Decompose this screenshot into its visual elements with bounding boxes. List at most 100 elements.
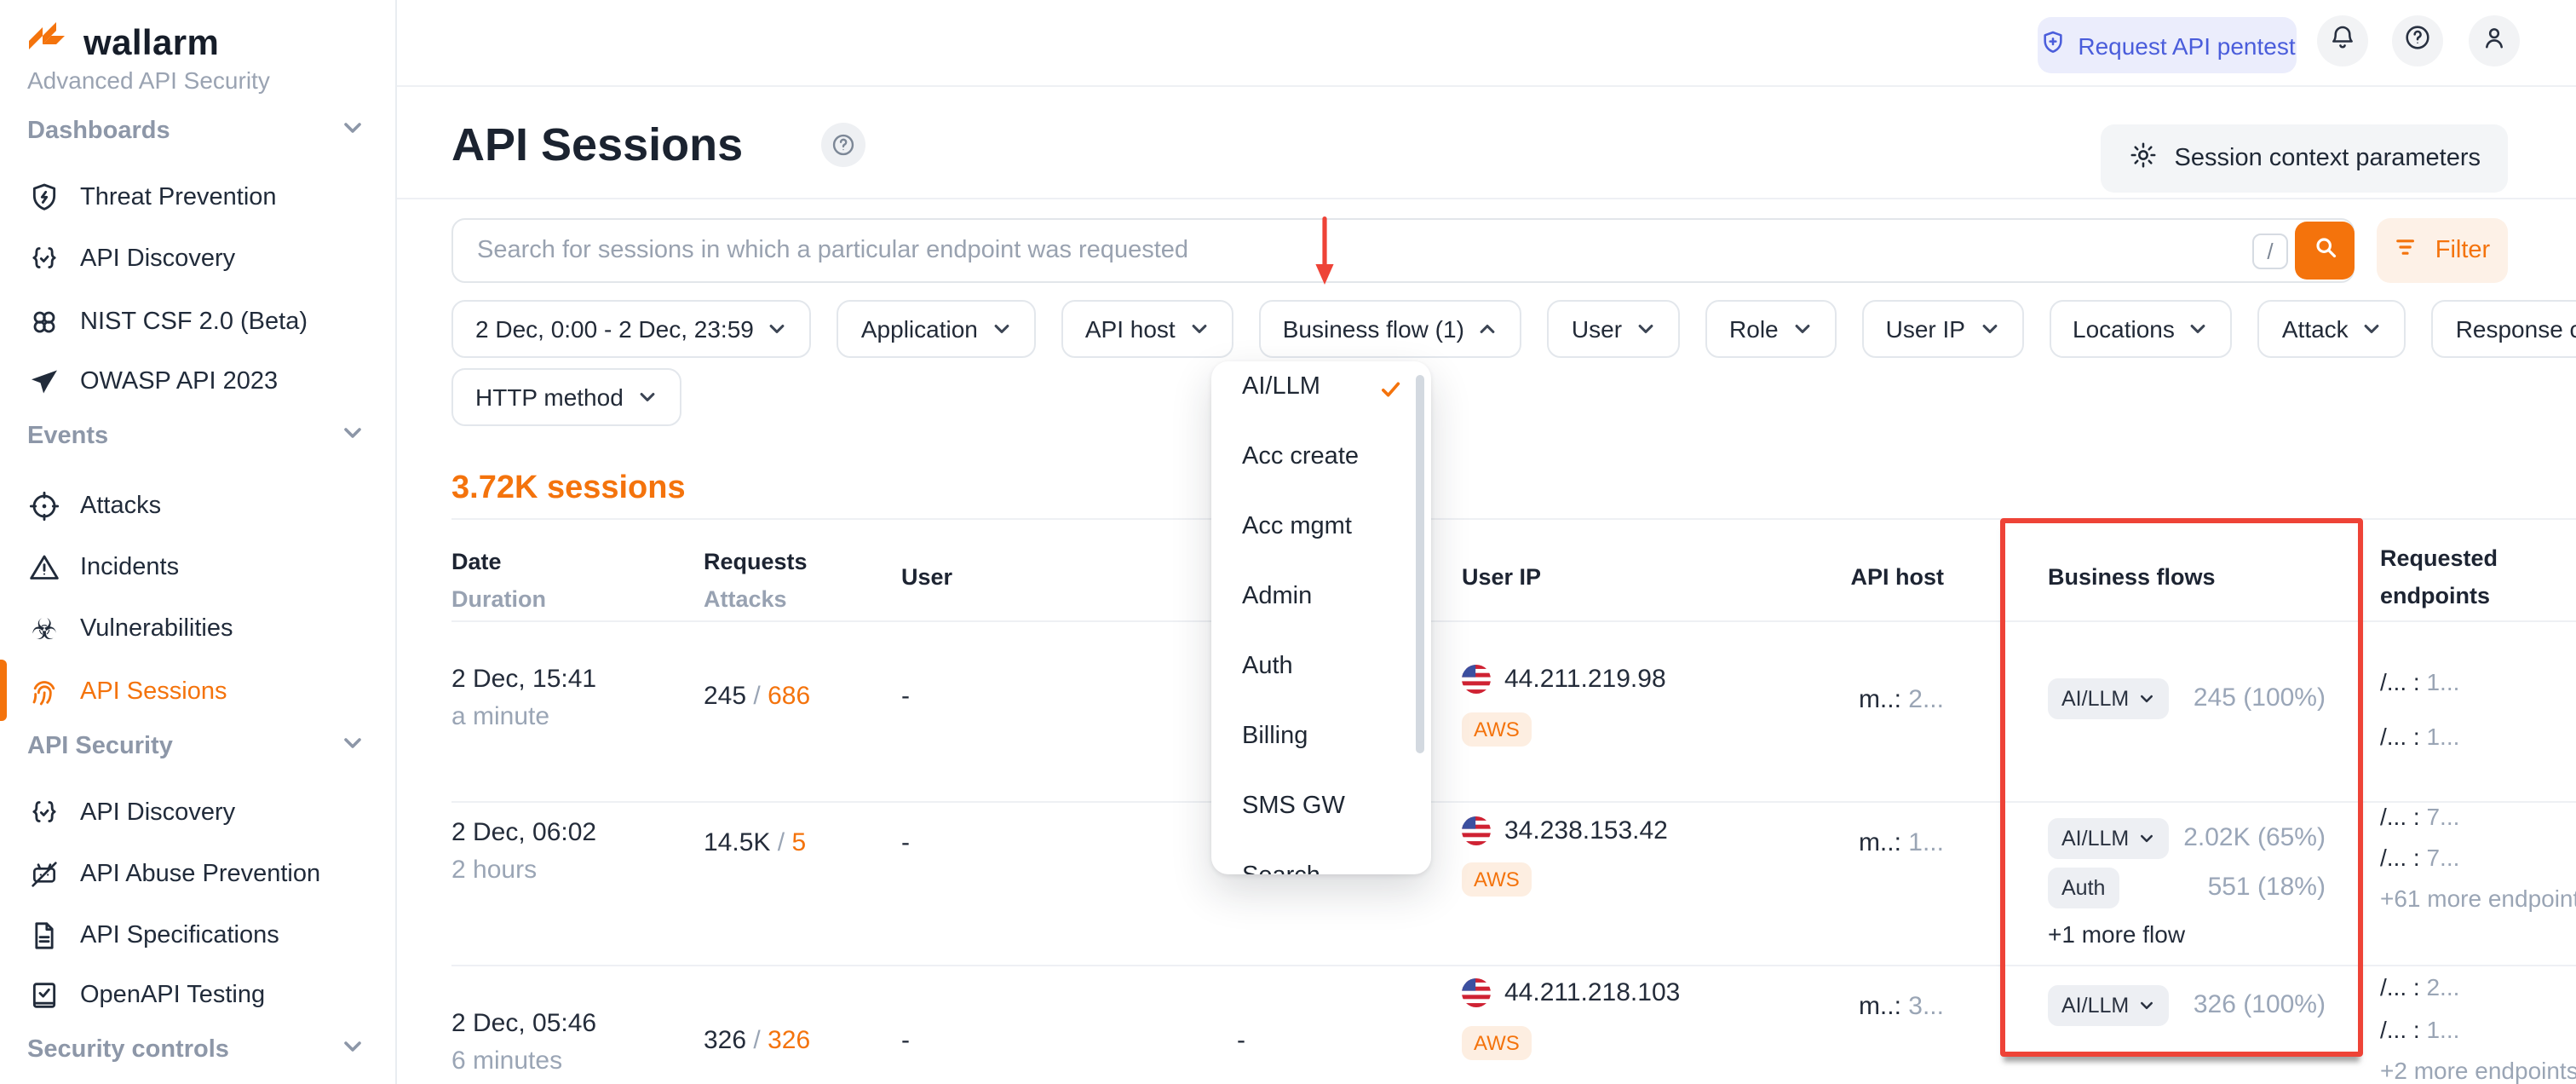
- filter-chip-api-host[interactable]: API host: [1061, 300, 1233, 358]
- col-header-requested-endpoints-2[interactable]: endpoints: [2380, 583, 2490, 608]
- col-header-attacks[interactable]: Attacks: [704, 586, 787, 612]
- search-input[interactable]: [453, 220, 2225, 281]
- sidebar-item-vulnerabilities[interactable]: ☣ Vulnerabilities: [27, 610, 385, 648]
- col-header-date[interactable]: Date: [451, 549, 502, 574]
- flow-chip[interactable]: AI/LLM: [2048, 818, 2169, 859]
- flow-chip[interactable]: AI/LLM: [2048, 678, 2169, 719]
- sidebar-item-threat-prevention[interactable]: Threat Prevention: [27, 179, 385, 216]
- sidebar-item-api-discovery-2[interactable]: API Discovery: [27, 794, 385, 832]
- sidebar-section-security-controls[interactable]: Security controls: [27, 1036, 368, 1064]
- more-endpoints-link[interactable]: +2 more endpoints: [2380, 1057, 2576, 1084]
- brand-logo[interactable]: wallarm: [27, 20, 219, 66]
- annotation-highlight-box: [2000, 518, 2363, 1057]
- col-header-requests[interactable]: Requests: [704, 549, 808, 574]
- session-date: 2 Dec, 05:46: [451, 1009, 597, 1038]
- us-flag-icon: [1462, 665, 1491, 694]
- dropdown-option-billing[interactable]: Billing: [1242, 723, 1308, 750]
- user-ip-value: 44.211.219.98: [1504, 665, 1666, 694]
- sidebar-item-openapi-testing[interactable]: OpenAPI Testing: [27, 977, 385, 1014]
- paper-plane-icon: [27, 365, 61, 399]
- sidebar: wallarm Advanced API Security Dashboards…: [0, 0, 397, 1084]
- session-user: -: [901, 682, 910, 711]
- filter-button[interactable]: Filter: [2377, 218, 2508, 283]
- us-flag-icon: [1462, 978, 1491, 1007]
- requests-attacks: 326 / 326: [704, 1026, 811, 1055]
- sidebar-section-api-security[interactable]: API Security: [27, 733, 368, 760]
- col-header-requested-endpoints[interactable]: Requested: [2380, 545, 2498, 571]
- clover-icon: [27, 305, 61, 339]
- chevron-down-icon: [992, 319, 1012, 339]
- row-border: [451, 801, 2576, 803]
- col-header-api-host[interactable]: API host: [1850, 564, 1944, 590]
- col-header-business-flows[interactable]: Business flows: [2048, 564, 2216, 590]
- session-user: -: [901, 1026, 910, 1055]
- notifications-button[interactable]: [2317, 15, 2368, 66]
- session-date: 2 Dec, 15:41: [451, 665, 597, 694]
- search-button[interactable]: [2295, 222, 2355, 280]
- filter-chip-attack[interactable]: Attack: [2257, 300, 2406, 358]
- session-search: /: [451, 218, 2355, 283]
- filter-chip-application[interactable]: Application: [837, 300, 1036, 358]
- sidebar-item-api-discovery[interactable]: API Discovery: [27, 240, 385, 278]
- col-header-duration[interactable]: Duration: [451, 586, 546, 612]
- brand-name: wallarm: [83, 23, 220, 62]
- page-title: API Sessions: [451, 119, 744, 170]
- filter-chip-business-flow[interactable]: Business flow (1): [1258, 300, 1522, 358]
- page-help-icon[interactable]: [821, 123, 865, 167]
- warning-triangle-icon: [27, 551, 61, 585]
- filter-chip-user-ip[interactable]: User IP: [1861, 300, 2023, 358]
- session-duration: 2 hours: [451, 856, 538, 885]
- sidebar-item-owasp-api[interactable]: OWASP API 2023: [27, 363, 385, 401]
- api-host-cell: m..: 3...: [1858, 992, 1944, 1021]
- fingerprint-icon: [27, 675, 61, 709]
- target-icon: [27, 489, 61, 523]
- dropdown-option-admin[interactable]: Admin: [1242, 583, 1313, 610]
- sidebar-item-nist-csf[interactable]: NIST CSF 2.0 (Beta): [27, 303, 385, 341]
- sidebar-item-incidents[interactable]: Incidents: [27, 549, 385, 586]
- filter-chips-row-1: 2 Dec, 0:00 - 2 Dec, 23:59 Application A…: [451, 300, 2576, 358]
- user-menu-button[interactable]: [2469, 15, 2520, 66]
- help-button[interactable]: [2392, 15, 2443, 66]
- col-header-user[interactable]: User: [901, 564, 953, 590]
- dropdown-option-acc-mgmt[interactable]: Acc mgmt: [1242, 513, 1352, 540]
- chevron-down-icon: [637, 387, 658, 407]
- sidebar-item-api-abuse-prevention[interactable]: API Abuse Prevention: [27, 856, 385, 893]
- sidebar-section-events[interactable]: Events: [27, 423, 368, 450]
- session-duration: 6 minutes: [451, 1047, 563, 1075]
- more-flows-link[interactable]: +1 more flow: [2048, 920, 2186, 948]
- flow-value: 326 (100%): [2193, 990, 2326, 1019]
- braces-check-icon: [27, 796, 61, 830]
- api-host-cell: m..: 2...: [1858, 685, 1944, 714]
- session-context-parameters-button[interactable]: Session context parameters: [2101, 124, 2508, 193]
- filter-chip-role[interactable]: Role: [1705, 300, 1837, 358]
- filter-chip-date-range[interactable]: 2 Dec, 0:00 - 2 Dec, 23:59: [451, 300, 812, 358]
- filter-chip-user[interactable]: User: [1547, 300, 1681, 358]
- more-endpoints-link[interactable]: +61 more endpoints: [2380, 885, 2576, 912]
- aws-badge: AWS: [1462, 862, 1532, 897]
- endpoint-entry: /... : 7...: [2380, 844, 2460, 871]
- dropdown-option-sms-gw[interactable]: SMS GW: [1242, 793, 1345, 820]
- request-api-pentest-button[interactable]: Request API pentest: [2038, 17, 2297, 73]
- flow-chip[interactable]: AI/LLM: [2048, 985, 2169, 1026]
- chevron-down-icon: [341, 421, 365, 452]
- dropdown-scrollbar[interactable]: [1416, 375, 1424, 753]
- user-ip-cell: 44.211.219.98: [1462, 665, 1666, 694]
- filter-chip-response-code[interactable]: Response code: [2431, 300, 2576, 358]
- sidebar-section-dashboards[interactable]: Dashboards: [27, 118, 368, 145]
- dropdown-option-auth[interactable]: Auth: [1242, 653, 1293, 680]
- dropdown-option-ai-llm[interactable]: AI/LLM: [1242, 373, 1320, 401]
- dropdown-option-acc-create[interactable]: Acc create: [1242, 443, 1359, 470]
- table-top-border: [451, 518, 2576, 520]
- chevron-down-icon: [768, 319, 788, 339]
- sidebar-item-api-specifications[interactable]: API Specifications: [27, 917, 385, 954]
- sidebar-item-attacks[interactable]: Attacks: [27, 487, 385, 525]
- filter-chip-locations[interactable]: Locations: [2049, 300, 2233, 358]
- sidebar-item-api-sessions[interactable]: API Sessions: [27, 673, 385, 711]
- dropdown-option-partial[interactable]: Search: [1242, 862, 1320, 874]
- flow-chip[interactable]: Auth: [2048, 868, 2119, 908]
- api-host-cell: m..: 1...: [1858, 828, 1944, 857]
- filter-chip-http-method[interactable]: HTTP method: [451, 368, 681, 426]
- magnifier-icon: [2309, 231, 2340, 270]
- header-row-border: [451, 620, 2576, 622]
- col-header-user-ip[interactable]: User IP: [1462, 564, 1542, 590]
